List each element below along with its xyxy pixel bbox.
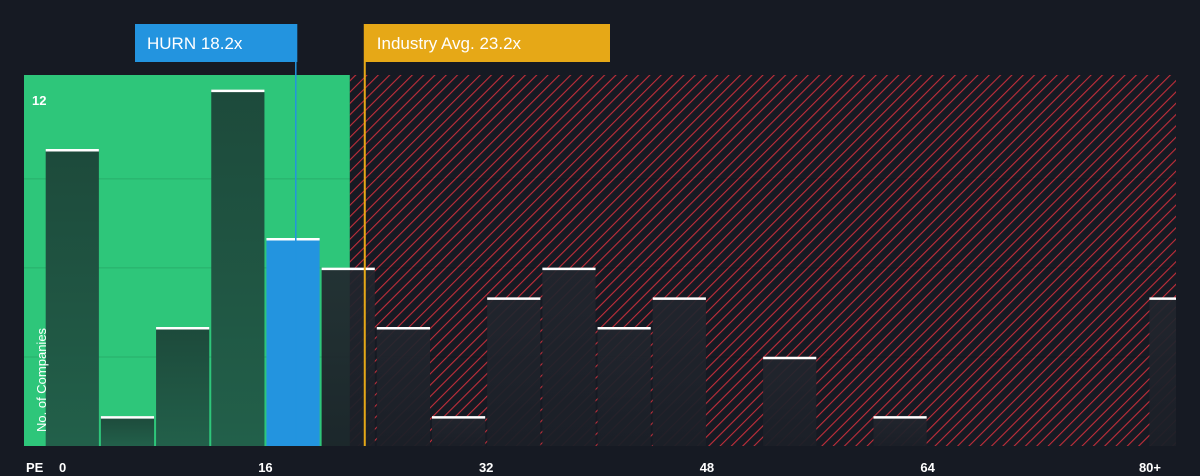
bars: [45, 89, 1176, 446]
histogram-bar: [156, 327, 210, 446]
histogram-bar: [597, 327, 651, 446]
histogram-bar: [873, 416, 927, 446]
histogram-bar: [45, 149, 99, 446]
histogram-bar: [431, 416, 486, 446]
x-tick-label: 0: [59, 460, 66, 475]
y-axis-label: No. of Companies: [34, 327, 49, 432]
x-tick-label: 80+: [1139, 460, 1161, 475]
company-callout: HURN 18.2x: [135, 24, 298, 62]
histogram-bar: [542, 267, 596, 446]
histogram-bar: [266, 238, 320, 446]
industry-callout-label: Industry Avg. 23.2x: [377, 34, 522, 53]
histogram-bar: [321, 267, 375, 446]
industry-callout: Industry Avg. 23.2x: [363, 24, 610, 62]
histogram-bar: [652, 297, 706, 446]
value-markers: [295, 62, 366, 446]
x-tick-label: 16: [258, 460, 272, 475]
industry-callout-box: [363, 24, 610, 62]
bad-valuation-zone: [349, 75, 1177, 446]
x-tick-label: 32: [479, 460, 493, 475]
histogram-bar: [763, 356, 817, 446]
histogram-bar: [487, 297, 541, 446]
histogram-bar: [1149, 297, 1176, 446]
x-axis-ticks: PE 0 16 32 48 64 80+: [26, 460, 1161, 475]
x-tick-label: 64: [920, 460, 935, 475]
x-tick-label: 48: [700, 460, 714, 475]
histogram-bar: [100, 416, 155, 446]
company-callout-box: [135, 24, 298, 62]
y-tick-label: 12: [32, 93, 46, 108]
y-axis-ticks: 12: [32, 93, 46, 108]
histogram-bar: [376, 327, 430, 446]
x-axis-label: PE: [26, 460, 44, 475]
company-callout-label: HURN 18.2x: [147, 34, 243, 53]
histogram-bar: [211, 89, 265, 446]
